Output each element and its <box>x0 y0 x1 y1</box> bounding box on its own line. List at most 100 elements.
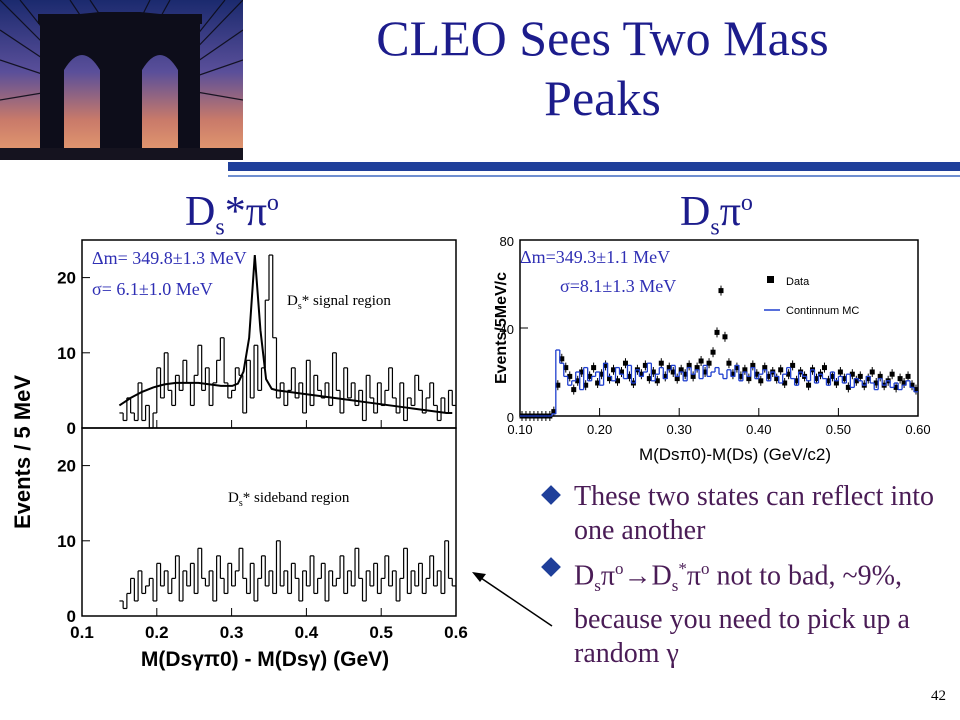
data-point <box>678 367 684 373</box>
y-tick-label: 20 <box>57 269 76 288</box>
bullet-diamond-icon <box>541 485 561 505</box>
data-point <box>571 387 577 393</box>
right-sigma-annotation: σ=8.1±1.3 MeV <box>560 276 677 296</box>
data-point <box>690 373 696 379</box>
data-point <box>766 373 772 379</box>
data-point <box>794 378 800 384</box>
data-point <box>658 360 664 366</box>
data-point <box>873 380 879 386</box>
signal-region-label: Ds* signal region <box>287 293 391 312</box>
data-point <box>587 373 593 379</box>
data-point <box>758 378 764 384</box>
data-point <box>615 378 621 384</box>
data-point <box>670 369 676 375</box>
bullet-diamond-icon <box>541 557 561 577</box>
data-point <box>694 365 700 371</box>
data-point <box>821 365 827 371</box>
data-point <box>710 349 716 355</box>
data-point <box>611 367 617 373</box>
data-point <box>869 369 875 375</box>
y-tick-label: 10 <box>57 344 76 363</box>
data-point <box>782 380 788 386</box>
data-point <box>762 365 768 371</box>
data-point <box>638 371 644 377</box>
x-tick-label: 0.4 <box>295 623 319 642</box>
data-point <box>702 369 708 375</box>
legend-data-marker <box>767 276 774 283</box>
data-point <box>754 371 760 377</box>
data-point <box>622 360 628 366</box>
title-line-1: CLEO Sees Two Mass <box>376 10 829 66</box>
left-x-axis-label: M(Dsγπ0) - M(Dsγ) (GeV) <box>141 648 389 671</box>
data-point <box>686 362 692 368</box>
data-point <box>841 376 847 382</box>
x-tick-label: 0.2 <box>145 623 169 642</box>
page-number: 42 <box>931 688 946 704</box>
left-header: Ds*πo <box>185 189 279 241</box>
data-point <box>901 380 907 386</box>
x-tick-label: 0.40 <box>746 422 771 437</box>
data-point <box>698 358 704 364</box>
slide-title: CLEO Sees Two Mass Peaks <box>245 8 960 128</box>
data-point <box>893 384 899 390</box>
data-point <box>650 369 656 375</box>
data-point <box>774 376 780 382</box>
data-point <box>595 380 601 386</box>
y-tick-label: 20 <box>57 457 76 476</box>
data-point <box>706 360 712 366</box>
data-point <box>559 356 565 362</box>
left-histogram-plot: 0 10 20 0.1 0.2 0.3 0.4 0.5 0.6 0 10 20 Events / 5… <box>10 239 468 671</box>
data-point <box>778 367 784 373</box>
data-point <box>714 329 720 335</box>
signal-region-panel: 0 10 20 <box>57 239 457 438</box>
data-point <box>575 378 581 384</box>
data-point <box>734 365 740 371</box>
data-point <box>682 371 688 377</box>
x-tick-label: 0.3 <box>220 623 244 642</box>
data-point <box>857 373 863 379</box>
x-tick-label: 0.1 <box>70 623 94 642</box>
data-point <box>599 371 605 377</box>
data-point <box>849 371 855 377</box>
data-point <box>865 376 871 382</box>
right-delta-m-annotation: Δm=349.3±1.1 MeV <box>520 247 671 267</box>
data-point <box>897 376 903 382</box>
bullet-list: These two states can reflect into one an… <box>540 480 950 675</box>
data-point <box>905 373 911 379</box>
title-line-2: Peaks <box>544 70 661 126</box>
data-point <box>845 384 851 390</box>
data-point <box>853 378 859 384</box>
y-tick-label: 0 <box>67 607 76 626</box>
data-point <box>654 378 660 384</box>
x-tick-label: 0.50 <box>826 422 851 437</box>
data-point <box>790 362 796 368</box>
right-header: Dsπo <box>680 189 753 241</box>
y-tick-label: 0 <box>507 410 514 425</box>
x-tick-label: 0.60 <box>905 422 930 437</box>
data-point <box>742 367 748 373</box>
y-tick-label: 80 <box>500 234 514 249</box>
title-rule-thin <box>228 175 960 177</box>
y-tick-label: 40 <box>500 322 514 337</box>
data-point <box>642 362 648 368</box>
data-point <box>877 373 883 379</box>
data-point <box>814 376 820 382</box>
data-point <box>618 369 624 375</box>
data-point <box>666 365 672 371</box>
data-point <box>555 382 561 388</box>
plot-frame <box>81 427 457 617</box>
left-y-axis-label: Events / 5 MeV <box>10 375 35 529</box>
x-tick-label: 0.5 <box>369 623 393 642</box>
data-point <box>833 380 839 386</box>
right-legend: Data Continnum MC <box>764 276 859 317</box>
data-point <box>806 382 812 388</box>
right-mass-plot: Events/5MeV/c M(Dsπ0)-M(Ds) (GeV/c2) Dat… <box>493 234 931 464</box>
data-point <box>626 373 632 379</box>
reflection-arrow-icon <box>472 572 553 627</box>
bridge-illustration <box>0 0 243 160</box>
data-point <box>786 371 792 377</box>
sideband-region-label: Ds* sideband region <box>228 490 350 509</box>
data-point <box>646 376 652 382</box>
data-point <box>730 371 736 377</box>
data-point <box>913 387 919 393</box>
